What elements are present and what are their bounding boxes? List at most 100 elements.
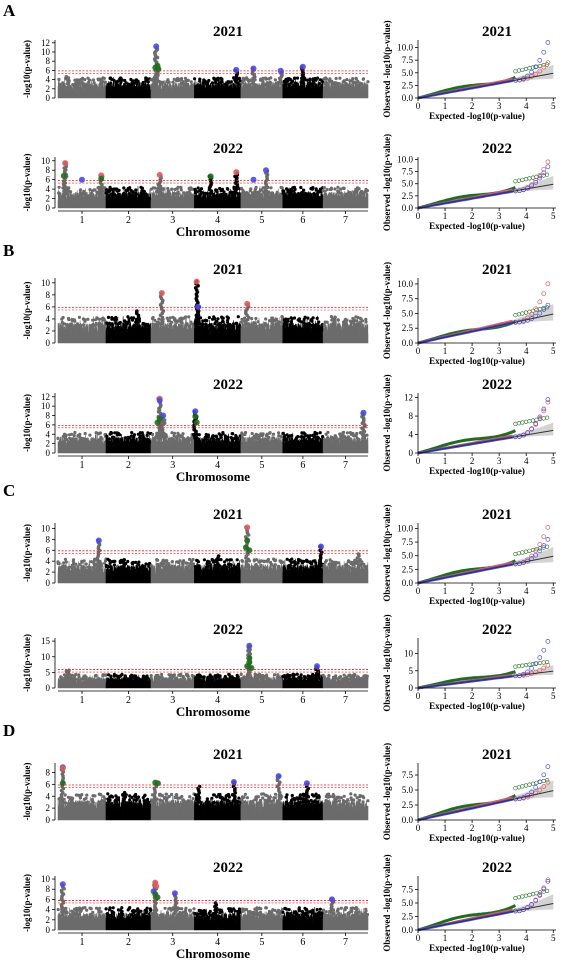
snp-point xyxy=(306,192,310,196)
snp-point xyxy=(258,78,263,82)
qq-point-green xyxy=(516,551,522,556)
y-axis-label: -log10(p-value) xyxy=(22,40,32,98)
y-tick-label: 5.0 xyxy=(402,898,414,908)
y-axis-label-text: -log10(p-value) xyxy=(22,763,32,821)
snp-point xyxy=(61,564,66,568)
plot-title: 2022 xyxy=(482,141,512,157)
y-tick-label: 2 xyxy=(46,326,51,336)
snp-point xyxy=(228,675,232,679)
snp-point xyxy=(158,792,162,796)
chromosome-tick-label: 7 xyxy=(343,215,348,226)
x-axis-title: Expected -log10(p-value) xyxy=(429,466,525,476)
snp-point xyxy=(181,676,186,680)
chromosome-tick-label: 2 xyxy=(126,937,131,948)
snp-point xyxy=(185,322,189,326)
snp-point xyxy=(166,79,170,84)
qq-plot-A-2022: 0 1 2 3 4 5 0.0 2.5 5.0 7.5 10.0 Expected -log10(p-… xyxy=(382,134,556,231)
snp-point xyxy=(308,560,312,564)
snp-point xyxy=(299,435,303,439)
snp-point xyxy=(230,432,234,436)
snp-point xyxy=(175,77,179,81)
snp-point xyxy=(180,561,185,565)
qq-point-red xyxy=(529,311,534,317)
snp-point xyxy=(275,317,279,321)
y-tick-label: 5.0 xyxy=(402,179,414,189)
snp-point xyxy=(146,438,150,442)
snp-point xyxy=(253,187,257,191)
significant-snp-green xyxy=(154,894,161,901)
snp-point xyxy=(77,906,82,910)
snp-point xyxy=(325,320,329,324)
snp-point xyxy=(363,565,368,569)
snp-point xyxy=(111,435,115,439)
snp-point xyxy=(200,322,204,326)
snp-point xyxy=(76,78,80,82)
snp-point xyxy=(91,794,95,798)
x-tick-label: 0 xyxy=(416,346,421,356)
y-tick-label: 7.5 xyxy=(402,294,414,304)
plot-title: 2022 xyxy=(213,141,243,157)
significant-snp-blue xyxy=(195,303,202,310)
snp-point xyxy=(221,316,225,320)
snp-point xyxy=(64,906,68,911)
snp-point xyxy=(206,324,210,328)
snp-point xyxy=(337,561,341,565)
snp-point xyxy=(285,433,289,437)
snp-point xyxy=(265,794,269,798)
plot-title: 2022 xyxy=(482,377,512,393)
snp-point xyxy=(193,911,197,916)
y-tick-label: 2 xyxy=(46,567,51,577)
y-tick-label: 0 xyxy=(409,448,414,458)
significant-snp-red xyxy=(233,169,240,176)
snp-point xyxy=(91,910,95,914)
significant-snp-blue xyxy=(230,779,237,785)
snp-point xyxy=(69,190,73,194)
snp-point xyxy=(283,323,288,327)
snp-point xyxy=(268,80,272,84)
snp-point xyxy=(123,436,127,440)
snp-point xyxy=(206,435,210,439)
snp-point xyxy=(295,672,299,676)
snp-point xyxy=(133,674,137,678)
qq-point-blue xyxy=(521,319,526,324)
x-axis-title: Chromosome xyxy=(176,946,250,961)
peak-point xyxy=(122,790,127,795)
x-tick-label: 3 xyxy=(497,933,502,943)
snp-point xyxy=(199,316,203,320)
snp-point xyxy=(256,565,260,570)
chromosome-tick-label: 4 xyxy=(215,460,220,471)
y-tick-label: 5.0 xyxy=(402,551,414,561)
snp-point xyxy=(88,188,92,192)
snp-point xyxy=(142,675,146,679)
snp-point xyxy=(290,192,294,197)
snp-point xyxy=(307,676,311,681)
snp-point xyxy=(79,192,83,197)
snp-point xyxy=(61,81,65,85)
qq-point-green xyxy=(520,550,525,555)
snp-point xyxy=(85,793,89,797)
snp-point xyxy=(124,324,128,328)
snp-point xyxy=(253,677,257,681)
snp-point xyxy=(271,436,276,440)
snp-point xyxy=(114,321,118,325)
snp-point xyxy=(243,792,247,796)
qq-point-red xyxy=(545,779,551,785)
y-axis-title: Observed -log10(p-value) xyxy=(382,504,392,601)
snp-point xyxy=(82,189,86,194)
snp-point xyxy=(261,81,265,85)
snp-point xyxy=(305,78,310,82)
snp-point xyxy=(351,914,355,918)
qq-point-blue xyxy=(533,661,539,667)
x-axis-title: Expected -log10(p-value) xyxy=(429,596,525,606)
qq-point-green xyxy=(527,662,532,667)
snp-point xyxy=(78,562,82,566)
chromosome-tick-label: 5 xyxy=(259,695,264,706)
snp-point xyxy=(345,431,349,435)
snp-point xyxy=(366,799,370,803)
snp-point xyxy=(327,795,332,799)
snp-point xyxy=(253,907,257,911)
peak-point xyxy=(59,888,64,893)
significant-snp-blue xyxy=(192,408,199,415)
snp-point xyxy=(108,795,112,799)
peak-point xyxy=(230,793,235,797)
